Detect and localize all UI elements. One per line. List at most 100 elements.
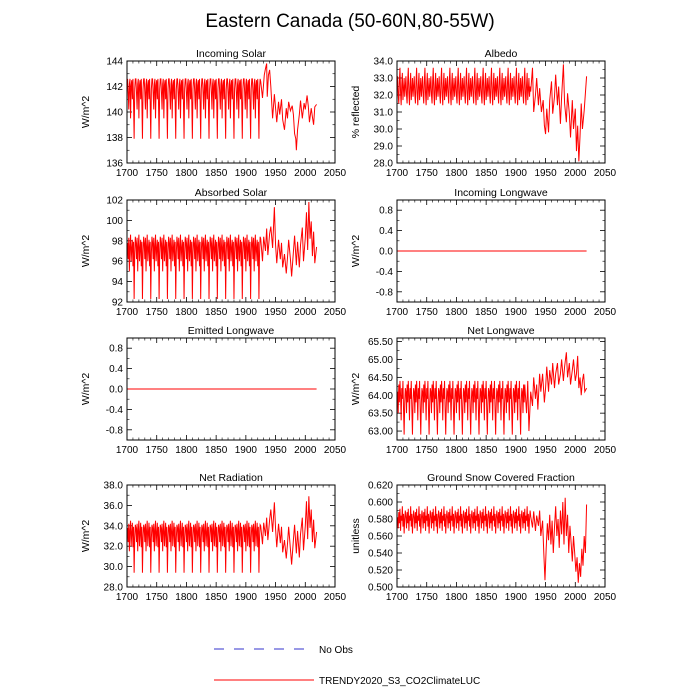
y-tick-label: 30.0 xyxy=(104,562,124,573)
y-axis-label: W/m^2 xyxy=(350,373,362,406)
y-tick-label: 64.00 xyxy=(368,391,393,402)
y-tick-label: 28.0 xyxy=(104,583,124,594)
y-axis-label: W/m^2 xyxy=(80,373,92,406)
y-tick-label: -0.8 xyxy=(106,425,124,436)
y-tick-label: -0.4 xyxy=(106,405,124,416)
series-line-ground-snow-covered-fraction xyxy=(397,497,588,583)
x-tick-label: 1950 xyxy=(264,445,287,456)
series-line-absorbed-solar xyxy=(127,202,318,299)
x-tick-label: 1700 xyxy=(116,592,139,603)
y-tick-label: 0.520 xyxy=(368,566,393,577)
plot-frame xyxy=(126,337,336,441)
x-tick-label: 2000 xyxy=(564,445,587,456)
panel-absorbed-solar: Absorbed Solar W/m^2 1700 1750 1800 1850 1900 1… xyxy=(80,187,347,318)
x-tick-label: 1750 xyxy=(416,445,439,456)
panel-title: Net Longwave xyxy=(467,325,534,337)
x-tick-label: 1800 xyxy=(175,445,198,456)
y-tick-label: 144 xyxy=(106,57,123,68)
plot-frame xyxy=(396,60,606,164)
y-tick-label: 92 xyxy=(112,298,124,309)
x-tick-label: 1700 xyxy=(116,445,139,456)
y-tick-label: 36.0 xyxy=(104,501,124,512)
panel-emitted-longwave: Emitted Longwave W/m^2 1700 1750 1800 1850 190… xyxy=(80,325,347,456)
panel-title: Incoming Longwave xyxy=(454,187,548,199)
y-tick-label: 0.540 xyxy=(368,549,393,560)
y-tick-label: 100 xyxy=(106,216,123,227)
x-tick-label: 1850 xyxy=(205,445,228,456)
x-tick-label: 1850 xyxy=(205,168,228,179)
y-tick-label: 30.0 xyxy=(374,125,394,136)
y-tick-label: 29.0 xyxy=(374,142,394,153)
y-axis-label: W/m^2 xyxy=(80,520,92,553)
y-tick-label: 98 xyxy=(112,236,124,247)
figure-title: Eastern Canada (50-60N,80-55W) xyxy=(205,11,494,32)
y-tick-label: 0.8 xyxy=(379,206,393,217)
x-tick-label: 2050 xyxy=(594,445,617,456)
x-tick-label: 1750 xyxy=(416,168,439,179)
x-tick-label: 1950 xyxy=(534,445,557,456)
x-tick-label: 1900 xyxy=(505,592,528,603)
y-tick-label: 0.600 xyxy=(368,498,393,509)
x-tick-label: 1950 xyxy=(534,592,557,603)
x-tick-label: 1750 xyxy=(146,592,169,603)
panel-title: Ground Snow Covered Fraction xyxy=(427,472,575,484)
x-tick-label: 1800 xyxy=(445,592,468,603)
x-tick-label: 1900 xyxy=(235,168,258,179)
x-tick-label: 1750 xyxy=(146,168,169,179)
x-tick-label: 1750 xyxy=(146,445,169,456)
panel-ground-snow-covered-fraction: Ground Snow Covered Fraction unitless 1700… xyxy=(350,472,617,603)
x-tick-label: 1750 xyxy=(416,307,439,318)
y-tick-label: 0.500 xyxy=(368,583,393,594)
plot-frame xyxy=(396,337,606,441)
x-tick-label: 1700 xyxy=(386,592,409,603)
y-tick-label: 138 xyxy=(106,133,123,144)
series-line-net-longwave xyxy=(397,352,588,435)
y-tick-label: 0.4 xyxy=(379,226,393,237)
y-tick-label: 96 xyxy=(112,257,124,268)
y-tick-label: 102 xyxy=(106,196,123,207)
x-tick-label: 1800 xyxy=(175,592,198,603)
x-tick-label: 1700 xyxy=(386,445,409,456)
y-tick-label: 140 xyxy=(106,108,123,119)
x-tick-label: 2050 xyxy=(594,307,617,318)
y-tick-label: 28.0 xyxy=(374,159,394,170)
x-tick-label: 2000 xyxy=(564,307,587,318)
x-tick-label: 2000 xyxy=(564,592,587,603)
y-tick-label: 0.4 xyxy=(109,364,123,375)
panels-grid: Incoming Solar W/m^2 1700 1750 1800 1850 1900 1… xyxy=(80,48,617,603)
y-tick-label: 0.580 xyxy=(368,515,393,526)
x-tick-label: 1850 xyxy=(475,168,498,179)
x-tick-label: 1850 xyxy=(475,445,498,456)
x-tick-label: 1950 xyxy=(264,307,287,318)
x-tick-label: 1950 xyxy=(264,592,287,603)
plot-frame xyxy=(126,60,336,164)
x-tick-label: 1800 xyxy=(175,307,198,318)
y-tick-label: 94 xyxy=(112,277,124,288)
x-tick-label: 1850 xyxy=(205,307,228,318)
x-tick-label: 2050 xyxy=(324,307,347,318)
y-tick-label: 63.50 xyxy=(368,409,393,420)
y-axis-label: W/m^2 xyxy=(350,235,362,268)
panel-net-longwave: Net Longwave W/m^2 1700 1750 1800 1850 1900 195… xyxy=(350,325,617,456)
x-tick-label: 1900 xyxy=(505,445,528,456)
panel-title: Incoming Solar xyxy=(196,48,267,60)
x-tick-label: 1900 xyxy=(235,307,258,318)
x-tick-label: 1900 xyxy=(235,445,258,456)
y-tick-label: -0.8 xyxy=(376,287,394,298)
series-line-net-radiation xyxy=(127,496,318,573)
x-tick-label: 2050 xyxy=(594,168,617,179)
x-tick-label: 1800 xyxy=(175,168,198,179)
x-tick-label: 2000 xyxy=(294,168,317,179)
y-tick-label: -0.4 xyxy=(376,267,394,278)
y-tick-label: 0.620 xyxy=(368,481,393,492)
plot-frame xyxy=(396,199,606,303)
series-line-albedo xyxy=(397,64,588,162)
y-tick-label: 64.50 xyxy=(368,373,393,384)
legend-obs-label: No Obs xyxy=(319,645,353,656)
legend-model-label: TRENDY2020_S3_CO2ClimateLUC xyxy=(319,676,480,687)
x-tick-label: 1700 xyxy=(386,307,409,318)
panel-title: Net Radiation xyxy=(199,472,263,484)
x-tick-label: 1850 xyxy=(475,592,498,603)
x-tick-label: 1800 xyxy=(445,307,468,318)
series-line-incoming-solar xyxy=(127,63,317,151)
